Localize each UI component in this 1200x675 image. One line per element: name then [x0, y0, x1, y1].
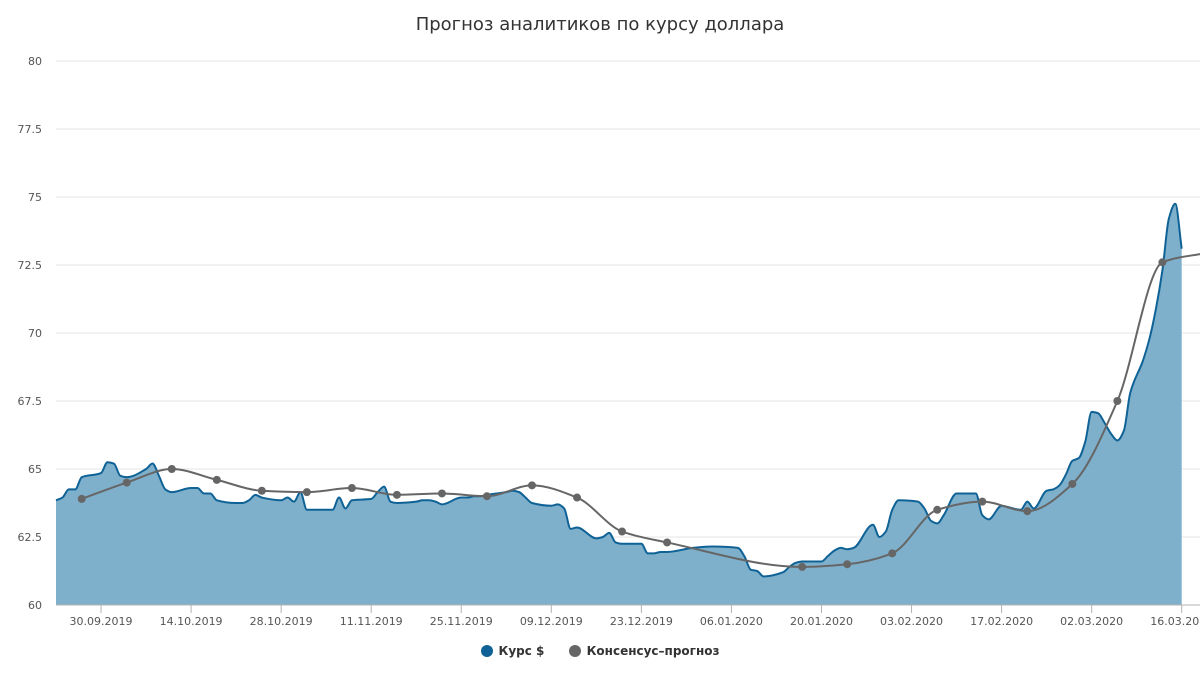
consensus-point[interactable] — [302, 488, 311, 497]
usd-rate-line[interactable] — [55, 202, 1183, 578]
consensus-point[interactable] — [257, 486, 266, 495]
consensus-point[interactable] — [663, 538, 672, 547]
consensus-point[interactable] — [798, 562, 807, 571]
consensus-point[interactable] — [77, 494, 86, 503]
x-axis: 30.09.2019 14.10.2019 28.10.2019 11.11.2019… — [56, 604, 1200, 628]
x-tick-label: 02.03.2020 — [1060, 615, 1123, 628]
consensus-point[interactable] — [573, 493, 582, 502]
legend-item-consensus[interactable]: Консенсус–прогноз — [568, 644, 720, 658]
consensus-point[interactable] — [843, 560, 852, 569]
consensus-point[interactable] — [1023, 507, 1032, 516]
usd-rate-area[interactable] — [56, 203, 1182, 606]
legend-label-consensus: Консенсус–прогноз — [586, 644, 720, 658]
legend-swatch-usd — [480, 645, 493, 657]
consensus-point[interactable] — [482, 492, 491, 501]
legend-label-usd: Курс $ — [498, 644, 545, 658]
x-tick-label: 06.01.2020 — [700, 615, 763, 628]
consensus-point[interactable] — [618, 527, 627, 536]
x-tick-label: 23.12.2019 — [610, 615, 673, 628]
consensus-point[interactable] — [888, 549, 897, 558]
x-tick-label: 16.03.2020 — [1150, 615, 1200, 628]
x-tick-label: 30.09.2019 — [70, 615, 133, 628]
legend-item-usd[interactable]: Курс $ — [480, 644, 545, 658]
consensus-point[interactable] — [1113, 397, 1122, 405]
x-tick-label: 17.02.2020 — [970, 615, 1033, 628]
legend: Курс $ Консенсус–прогноз — [0, 644, 1200, 658]
consensus-point[interactable] — [978, 497, 987, 506]
consensus-markers — [77, 258, 1167, 571]
chart-title: Прогноз аналитиков по курсу доллара — [415, 14, 785, 35]
legend-swatch-consensus — [568, 645, 581, 657]
x-tick-label: 03.02.2020 — [880, 615, 943, 628]
consensus-point[interactable] — [528, 481, 537, 490]
consensus-point[interactable] — [347, 484, 356, 493]
consensus-point[interactable] — [1068, 479, 1077, 488]
y-tick-label: 70 — [28, 327, 42, 340]
y-tick-label: 60 — [28, 599, 42, 612]
consensus-point[interactable] — [392, 490, 401, 499]
x-tick-label: 25.11.2019 — [430, 615, 493, 628]
x-tick-label: 20.01.2020 — [790, 615, 853, 628]
y-tick-label: 62.5 — [18, 531, 43, 544]
y-tick-label: 67.5 — [18, 395, 43, 408]
y-tick-label: 77.5 — [18, 123, 43, 136]
y-tick-label: 75 — [28, 191, 42, 204]
consensus-point[interactable] — [122, 478, 131, 487]
consensus-point[interactable] — [1158, 258, 1167, 267]
y-tick-label: 72.5 — [18, 259, 43, 272]
consensus-point[interactable] — [167, 465, 176, 473]
consensus-point[interactable] — [212, 475, 221, 484]
consensus-point[interactable] — [933, 505, 942, 514]
y-tick-label: 80 — [28, 55, 42, 68]
x-tick-label: 28.10.2019 — [250, 615, 313, 628]
y-tick-label: 65 — [28, 463, 42, 476]
x-tick-label: 14.10.2019 — [160, 615, 223, 628]
y-axis: 60 62.5 65 67.5 70 72.5 75 77.5 80 — [18, 55, 43, 612]
x-tick-label: 09.12.2019 — [520, 615, 583, 628]
x-tick-label: 11.11.2019 — [340, 615, 403, 628]
consensus-point[interactable] — [437, 489, 446, 498]
